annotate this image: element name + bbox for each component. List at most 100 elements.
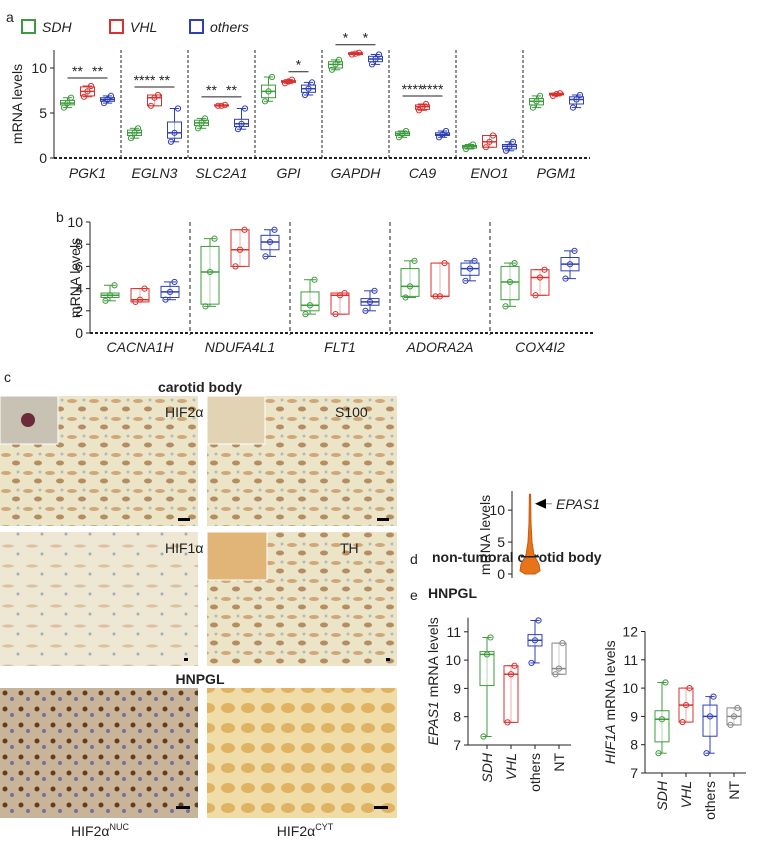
box (300, 291, 320, 312)
point (679, 718, 686, 726)
gene-label: CACNA1H (107, 339, 175, 355)
point (536, 274, 544, 281)
panel-title: HNPGL (428, 585, 477, 601)
point (362, 307, 369, 314)
y-tick-label: 0 (75, 325, 83, 341)
point (167, 138, 175, 145)
point (106, 292, 114, 299)
stain-label: HIF1α (165, 540, 203, 556)
point (341, 289, 348, 297)
box (330, 292, 350, 315)
scale-bar (374, 806, 388, 809)
significance-label: * (296, 57, 302, 73)
point (411, 257, 418, 264)
scale-bar (178, 518, 190, 521)
point (266, 238, 274, 246)
point (211, 235, 218, 242)
point (509, 138, 517, 145)
point (406, 283, 414, 290)
point (402, 127, 410, 135)
point (562, 275, 569, 282)
y-axis-gene: HIF1A (602, 724, 618, 764)
point (395, 134, 403, 141)
y-tick-label: 9 (453, 680, 461, 696)
point (462, 277, 469, 284)
x-tick-label: NT (726, 781, 742, 800)
point (111, 282, 118, 289)
point (571, 247, 578, 254)
legend-swatch (21, 19, 36, 34)
point (162, 296, 169, 303)
point (559, 640, 566, 647)
point (415, 107, 423, 114)
point (502, 303, 509, 310)
point (489, 132, 497, 139)
point (166, 288, 174, 296)
caption-base: HIF2α (71, 823, 109, 839)
box (503, 665, 519, 723)
y-tick-label: 10 (31, 60, 47, 76)
point (102, 297, 109, 304)
point (533, 98, 540, 105)
y-tick-label: 8 (453, 709, 461, 725)
panel-label: a (6, 9, 14, 25)
box (200, 245, 220, 305)
y-tick-label: 10 (445, 652, 461, 668)
gene-label: ADORA2A (406, 339, 474, 355)
ihc-inset (206, 531, 268, 581)
point (480, 733, 487, 740)
panel-title: non-tumoral carotid body (432, 549, 602, 565)
point (134, 125, 142, 132)
significance-label: **** (402, 81, 424, 97)
caption-sup: NUC (109, 822, 129, 832)
point (301, 91, 309, 99)
point (375, 51, 383, 58)
gene-label: SLC2A1 (195, 165, 247, 181)
point (201, 115, 209, 122)
x-tick-label: VHL (503, 753, 519, 780)
point (511, 259, 518, 267)
point (441, 259, 448, 267)
point (206, 268, 214, 276)
point (198, 119, 205, 127)
point (306, 302, 314, 309)
ihc-image (0, 688, 198, 818)
point (528, 659, 535, 667)
point (469, 141, 477, 148)
panel-label: e (410, 587, 418, 603)
y-tick-label: 12 (622, 624, 638, 640)
point (436, 293, 444, 300)
point (658, 716, 666, 723)
ihc-inset (206, 395, 266, 445)
point (552, 671, 559, 678)
point (536, 92, 544, 100)
y-axis-unit: mRNA levels (602, 640, 618, 720)
panel-title: carotid body (158, 379, 242, 395)
point (60, 104, 68, 111)
point (471, 257, 478, 264)
point (372, 55, 379, 63)
point (507, 671, 515, 678)
point (734, 704, 741, 712)
caption-base: HIF2α (277, 823, 315, 839)
point (308, 79, 316, 86)
ihc-images (0, 395, 397, 818)
point (556, 90, 564, 97)
point (532, 292, 539, 299)
y-tick-label: 11 (446, 624, 461, 640)
point (285, 78, 292, 85)
y-tick-label: 10 (622, 680, 638, 696)
gene-label: GAPDH (331, 165, 382, 181)
gene-label: GPI (276, 165, 300, 181)
y-tick-label: 10 (489, 502, 505, 518)
x-tick-label: others (702, 781, 718, 820)
box (654, 710, 670, 743)
point (348, 51, 356, 58)
point (87, 82, 95, 90)
legend-swatch (189, 19, 204, 34)
y-tick-label: 2 (75, 303, 83, 319)
point (104, 96, 111, 103)
point (710, 693, 717, 700)
legend-label: others (210, 19, 249, 35)
